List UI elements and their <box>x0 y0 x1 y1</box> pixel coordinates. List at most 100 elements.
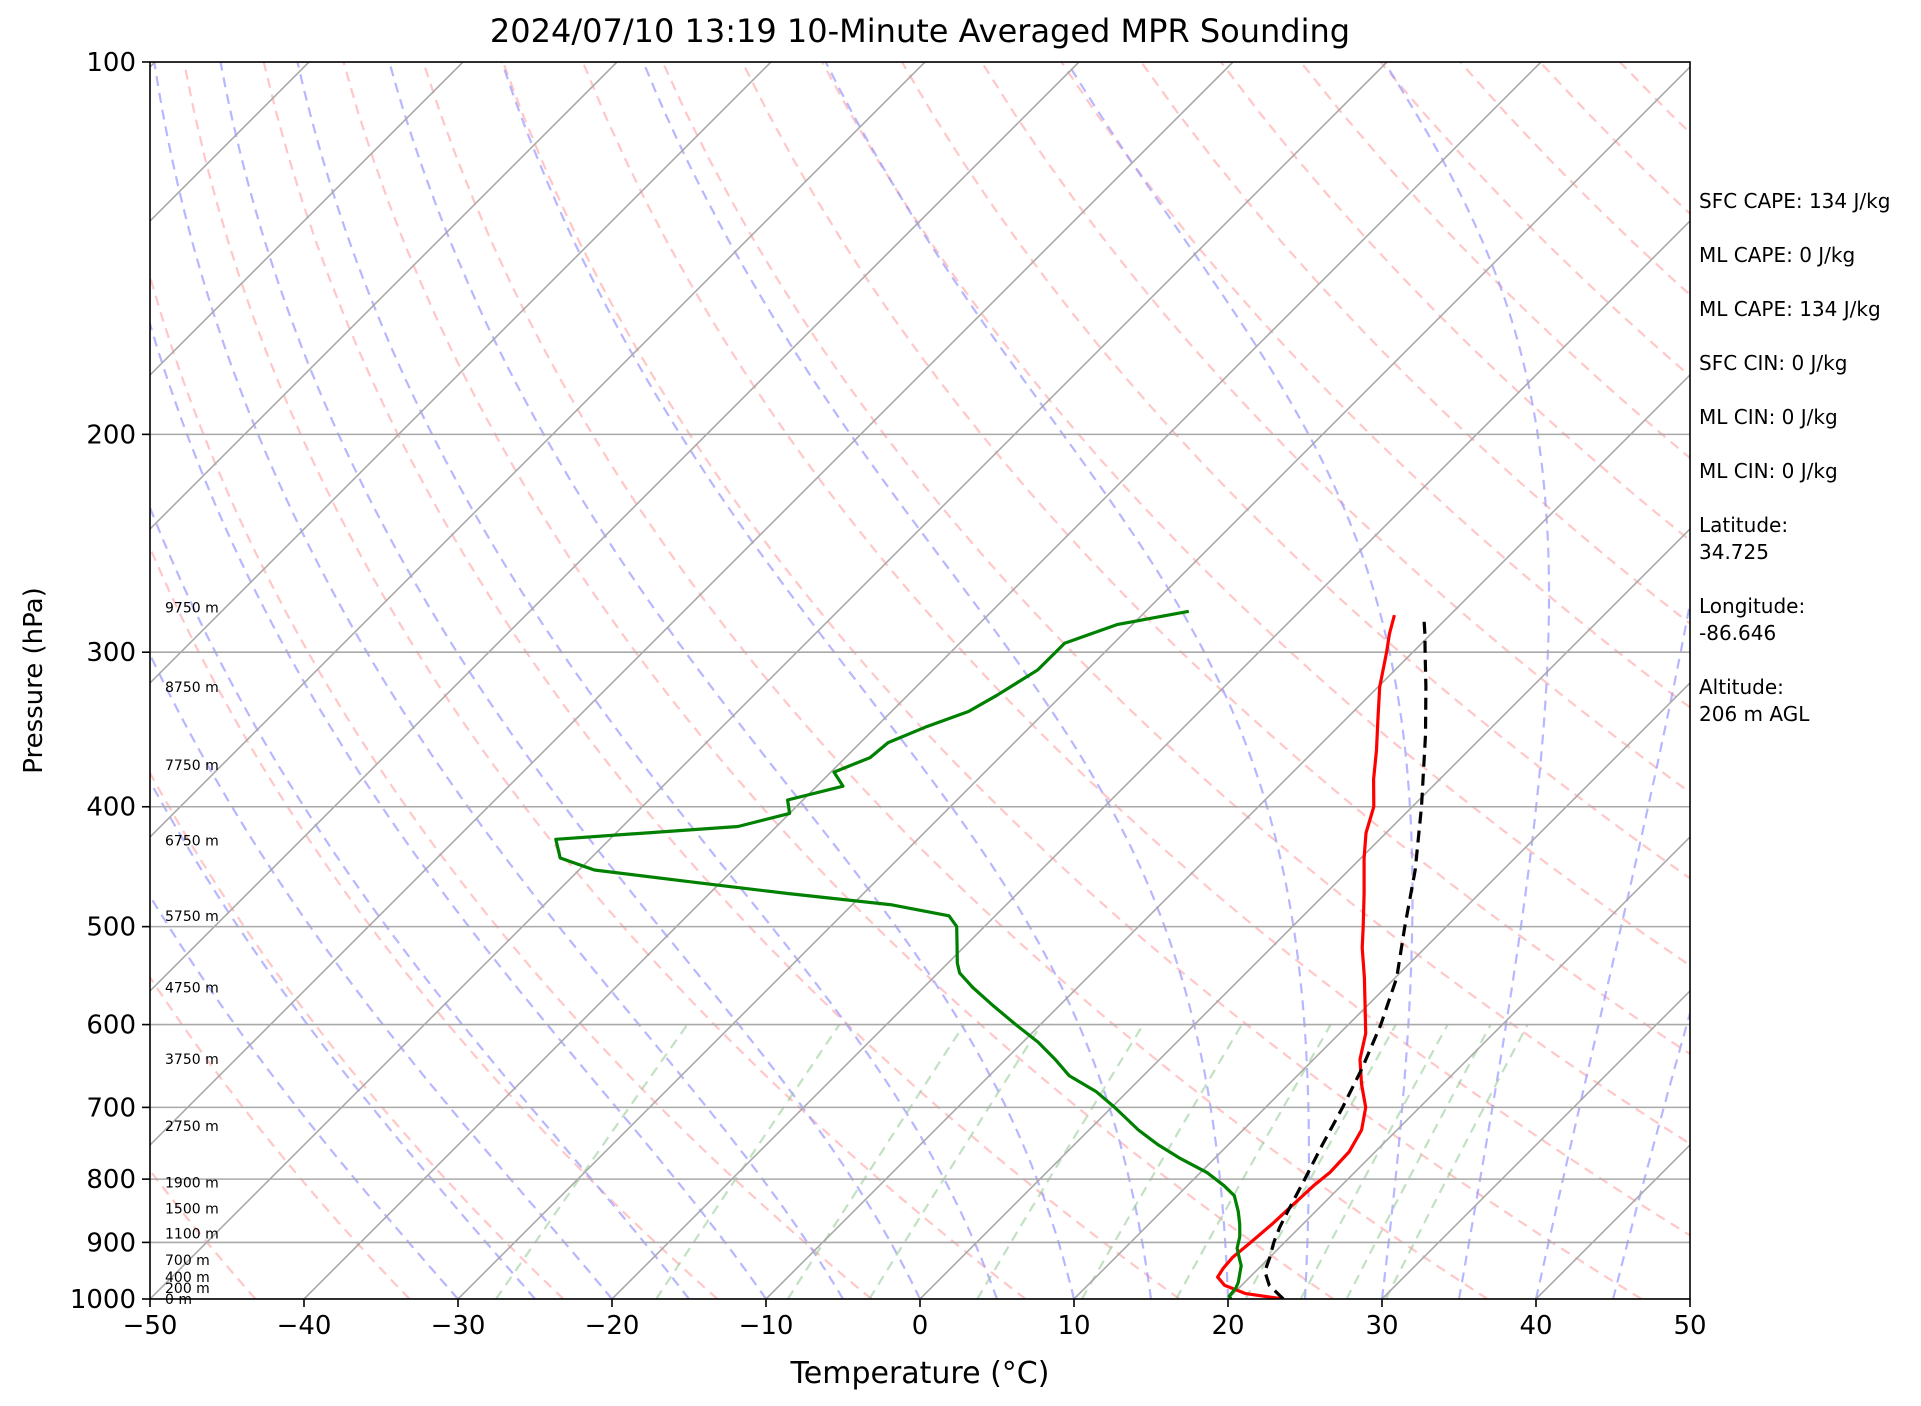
isotherm <box>150 62 926 839</box>
height-label: 6750 m <box>165 834 219 850</box>
dry-adiabat <box>422 62 1489 1299</box>
height-label: 1100 m <box>165 1226 219 1242</box>
dry-adiabat <box>661 62 1690 1146</box>
stat-annotation: ML CAPE: 0 J/kg <box>1699 243 1856 267</box>
moist-adiabat <box>500 62 1153 1299</box>
y-tick-label: 100 <box>86 48 136 78</box>
x-tick-label: 30 <box>1365 1311 1398 1341</box>
dewpoint-line <box>554 609 1243 1299</box>
x-tick-label: −10 <box>739 1311 794 1341</box>
y-tick-label: 500 <box>86 913 136 943</box>
dry-adiabat <box>1060 62 1690 709</box>
dry-adiabat <box>741 62 1690 1056</box>
dry-adiabat <box>342 62 1335 1299</box>
x-tick-label: −50 <box>123 1311 178 1341</box>
stat-annotation: ML CIN: 0 J/kg <box>1699 405 1838 429</box>
height-label: 1500 m <box>165 1202 219 1218</box>
x-tick-label: −40 <box>277 1311 332 1341</box>
plot-frame <box>149 61 1691 1300</box>
height-label: 9750 m <box>165 600 219 616</box>
height-label: 8750 m <box>165 680 219 696</box>
isotherm <box>765 373 1690 1299</box>
moist-adiabat <box>150 779 536 1299</box>
x-tick-label: 0 <box>912 1311 929 1341</box>
moist-adiabat <box>1066 62 1414 1299</box>
y-tick-label: 200 <box>86 420 136 450</box>
moist-adiabat <box>1611 1009 1690 1299</box>
stat-annotation: ML CIN: 0 J/kg <box>1699 459 1838 483</box>
y-tick-label: 800 <box>86 1165 136 1195</box>
height-label: 2750 m <box>165 1119 219 1135</box>
dry-adiabat <box>182 62 1027 1299</box>
x-tick-label: 20 <box>1211 1311 1244 1341</box>
isotherm <box>0 62 1 1299</box>
isotherm <box>303 62 1542 1299</box>
y-axis-label: Pressure (hPa) <box>19 587 49 774</box>
dry-adiabat <box>262 62 1181 1299</box>
isotherm <box>150 62 1080 993</box>
moist-adiabat <box>219 62 921 1299</box>
moist-adiabat <box>824 62 1310 1299</box>
isotherm <box>150 62 772 685</box>
chart-title: 2024/07/10 13:19 10-Minute Averaged MPR … <box>489 12 1351 50</box>
moist-adiabat <box>388 62 1076 1299</box>
x-tick-label: −30 <box>431 1311 486 1341</box>
height-label: 0 m <box>165 1292 192 1308</box>
x-axis-label: Temperature (°C) <box>790 1356 1050 1391</box>
isotherm <box>1227 835 1690 1299</box>
x-tick-label: 40 <box>1519 1311 1552 1341</box>
background-lines <box>0 62 1690 1299</box>
isotherm <box>1073 681 1690 1299</box>
moist-adiabat <box>642 62 1230 1299</box>
isotherm <box>150 62 1388 1299</box>
stat-annotation: Longitude: -86.646 <box>1699 594 1806 645</box>
dry-adiabat <box>150 770 565 1299</box>
isotherm <box>150 62 464 377</box>
dry-adiabat <box>501 62 1643 1299</box>
isotherm <box>919 527 1690 1299</box>
mixing-ratio-line <box>868 1024 1043 1299</box>
moist-adiabat <box>1383 62 1551 1299</box>
stat-annotation: SFC CAPE: 134 J/kg <box>1699 189 1891 213</box>
y-tick-label: 700 <box>86 1093 136 1123</box>
isotherm <box>1381 989 1690 1299</box>
isotherm <box>457 65 1690 1299</box>
y-tick-label: 400 <box>86 793 136 823</box>
dry-adiabat <box>581 62 1690 1237</box>
dry-adiabat <box>150 544 719 1299</box>
height-label: 400 m <box>165 1270 210 1286</box>
height-label: 4750 m <box>165 981 219 997</box>
mixing-ratio-line <box>655 1023 841 1299</box>
axes: −50 −40 −30 −20 −10 0 10 20 30 40 50 100 200 300 400 50… <box>19 48 1707 1391</box>
dry-adiabat <box>150 272 873 1299</box>
stats-panel: SFC CAPE: 134 J/kg ML CAPE: 0 J/kg ML CAPE… <box>1699 188 1890 755</box>
y-tick-label: 300 <box>86 638 136 668</box>
temperature-line <box>1216 614 1396 1299</box>
dry-adiabat <box>900 62 1690 880</box>
height-label: 3750 m <box>165 1052 219 1068</box>
y-tick-label: 1000 <box>70 1285 136 1315</box>
moist-adiabat <box>1534 597 1690 1299</box>
height-label: 5750 m <box>165 909 219 925</box>
stat-annotation: Latitude: 34.725 <box>1699 513 1789 564</box>
moist-adiabat <box>150 504 690 1299</box>
series-lines <box>554 609 1428 1299</box>
mixing-ratio-line <box>1299 1024 1449 1299</box>
parcel-line <box>1263 614 1428 1299</box>
moist-adiabat <box>150 651 613 1299</box>
x-tick-label: 50 <box>1673 1311 1706 1341</box>
moist-adiabat <box>150 319 767 1299</box>
stat-annotation: ML CAPE: 134 J/kg <box>1699 297 1881 321</box>
y-tick-label: 600 <box>86 1011 136 1041</box>
moist-adiabat <box>296 62 999 1299</box>
isotherm <box>611 219 1690 1299</box>
mixing-ratio-line <box>1345 1024 1492 1299</box>
height-label: 7750 m <box>165 758 219 774</box>
y-tick-label: 900 <box>86 1228 136 1258</box>
height-label: 700 m <box>165 1253 210 1269</box>
mixing-ratio-line <box>1384 1024 1529 1299</box>
x-tick-label: −20 <box>585 1311 640 1341</box>
moist-adiabat <box>153 62 844 1299</box>
